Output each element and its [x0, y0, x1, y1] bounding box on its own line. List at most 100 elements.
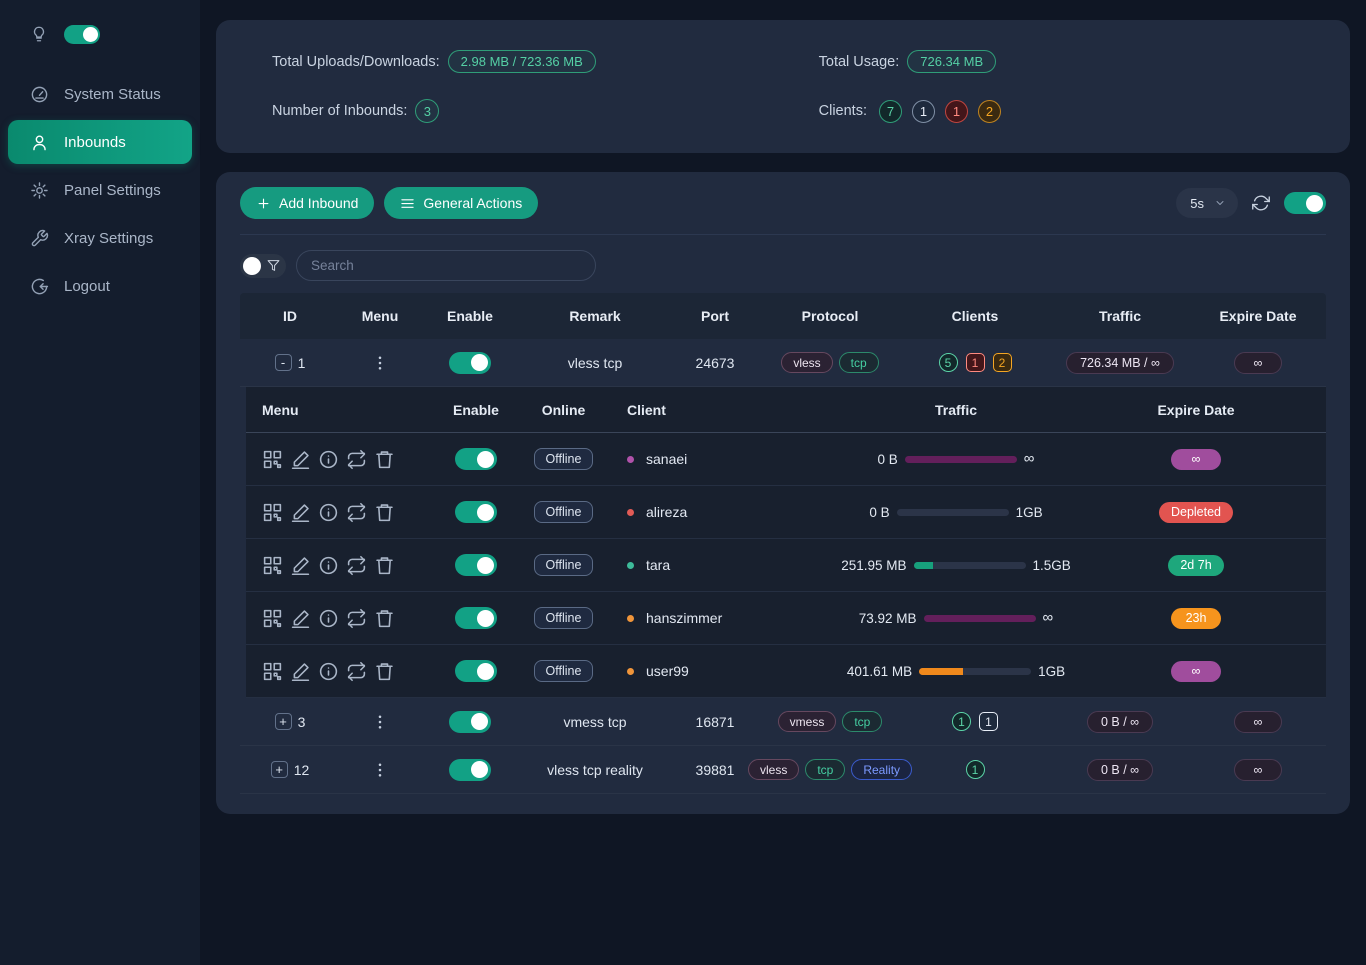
client-name: tara: [646, 557, 671, 573]
info-icon[interactable]: [318, 449, 339, 470]
edit-icon[interactable]: [290, 555, 311, 576]
protocol-cell: vmess tcp: [760, 711, 900, 732]
edit-icon[interactable]: [290, 449, 311, 470]
port-cell: 39881: [695, 761, 735, 778]
online-cell: Offline: [516, 501, 611, 523]
enable-cell: [420, 351, 520, 374]
online-cell: Offline: [516, 448, 611, 470]
column-header: Traffic: [934, 401, 977, 418]
enable-toggle[interactable]: [449, 710, 491, 733]
kebab-icon[interactable]: [371, 761, 389, 779]
search-input[interactable]: [296, 250, 596, 281]
inbound-row: +12 vless tcp reality 39881 vless tcp Reality…: [240, 746, 1326, 794]
client-enable-toggle[interactable]: [455, 660, 497, 682]
expire-cell: 23h: [1106, 607, 1286, 629]
auto-refresh-toggle[interactable]: [1284, 192, 1326, 214]
reset-icon[interactable]: [346, 608, 367, 629]
qrcode-icon[interactable]: [262, 449, 283, 470]
refresh-interval-value: 5s: [1190, 195, 1204, 211]
traffic-progress-bar: [919, 667, 1032, 675]
menu-cell: [340, 713, 420, 731]
enable-toggle[interactable]: [449, 758, 491, 781]
online-status-badge: Offline: [533, 607, 594, 629]
stat-value-badge: 2.98 MB / 723.36 MB: [447, 50, 596, 73]
expire-pill: ∞: [1233, 351, 1283, 374]
search-filter-toggle[interactable]: [240, 253, 286, 278]
sidebar-item-system-status[interactable]: System Status: [0, 72, 200, 116]
filter-icon: [267, 259, 280, 272]
stat-number-of-inbounds: Number of Inbounds: 3: [272, 99, 819, 123]
delete-icon[interactable]: [374, 502, 395, 523]
traffic-cell: 726.34 MB / ∞: [1050, 351, 1190, 374]
reset-icon[interactable]: [346, 661, 367, 682]
traffic-limit: ∞: [1023, 450, 1035, 467]
client-row: Offline tara 251.95 MB 1.5GB 2d 7h: [246, 539, 1326, 592]
delete-icon[interactable]: [374, 555, 395, 576]
client-enable-toggle[interactable]: [455, 607, 497, 629]
column-header: Online: [541, 401, 586, 418]
client-enable-toggle[interactable]: [455, 554, 497, 576]
reset-icon[interactable]: [346, 555, 367, 576]
dashboard-icon: [30, 85, 49, 104]
client-menu-icons: [246, 555, 436, 576]
delete-icon[interactable]: [374, 608, 395, 629]
add-inbound-button[interactable]: Add Inbound: [240, 187, 375, 219]
stat-value-badge: 3: [415, 99, 440, 123]
edit-icon[interactable]: [290, 502, 311, 523]
stat-label: Clients:: [818, 103, 867, 119]
refresh-icon[interactable]: [1252, 194, 1270, 212]
client-name: user99: [646, 663, 689, 679]
client-cell: alireza: [611, 504, 806, 520]
client-expire-pill: 2d 7h: [1168, 554, 1224, 576]
kebab-icon[interactable]: [371, 713, 389, 731]
client-row: Offline hanszimmer 73.92 MB ∞ 23h: [246, 592, 1326, 645]
qrcode-icon[interactable]: [262, 555, 283, 576]
enable-cell: [436, 607, 516, 629]
edit-icon[interactable]: [290, 661, 311, 682]
reset-icon[interactable]: [346, 502, 367, 523]
client-count-badge: 1: [945, 99, 968, 123]
delete-icon[interactable]: [374, 661, 395, 682]
info-icon[interactable]: [318, 502, 339, 523]
column-header: Port: [701, 308, 729, 324]
client-enable-toggle[interactable]: [455, 448, 497, 470]
qrcode-icon[interactable]: [262, 502, 283, 523]
general-actions-button[interactable]: General Actions: [384, 187, 539, 219]
enable-cell: [436, 660, 516, 682]
client-enable-toggle[interactable]: [455, 501, 497, 523]
edit-icon[interactable]: [290, 608, 311, 629]
sidebar-item-xray-settings[interactable]: Xray Settings: [0, 216, 200, 260]
expire-cell: ∞: [1106, 448, 1286, 470]
client-table: Menu Enable Online Client Traffic Expire Date…: [246, 387, 1326, 698]
info-icon[interactable]: [318, 661, 339, 682]
sidebar-item-logout[interactable]: Logout: [0, 264, 200, 308]
traffic-limit: 1GB: [1038, 663, 1066, 679]
client-traffic-cell: 0 B 1GB: [806, 505, 1106, 520]
qrcode-icon[interactable]: [262, 661, 283, 682]
protocol-badge: tcp: [842, 711, 883, 732]
collapse-toggle[interactable]: -: [274, 354, 292, 371]
client-cell: user99: [611, 663, 806, 679]
traffic-used: 73.92 MB: [858, 610, 917, 626]
qrcode-icon[interactable]: [262, 608, 283, 629]
expire-cell: ∞: [1190, 710, 1326, 733]
stat-value-badge: 726.34 MB: [907, 50, 997, 73]
theme-toggle[interactable]: [64, 24, 100, 44]
expand-toggle[interactable]: +: [274, 713, 292, 730]
traffic-used: 0 B: [869, 504, 890, 520]
refresh-interval-select[interactable]: 5s: [1176, 188, 1238, 218]
online-status-badge: Offline: [533, 554, 594, 576]
traffic-used: 0 B: [877, 451, 898, 467]
sidebar-item-inbounds[interactable]: Inbounds: [8, 120, 192, 164]
enable-cell: [420, 758, 520, 781]
enable-toggle[interactable]: [449, 351, 491, 374]
expand-toggle[interactable]: +: [270, 761, 288, 778]
delete-icon[interactable]: [374, 449, 395, 470]
reset-icon[interactable]: [346, 449, 367, 470]
kebab-icon[interactable]: [371, 354, 389, 372]
info-icon[interactable]: [318, 608, 339, 629]
sidebar-item-panel-settings[interactable]: Panel Settings: [0, 168, 200, 212]
bulb-icon: [30, 25, 48, 43]
info-icon[interactable]: [318, 555, 339, 576]
